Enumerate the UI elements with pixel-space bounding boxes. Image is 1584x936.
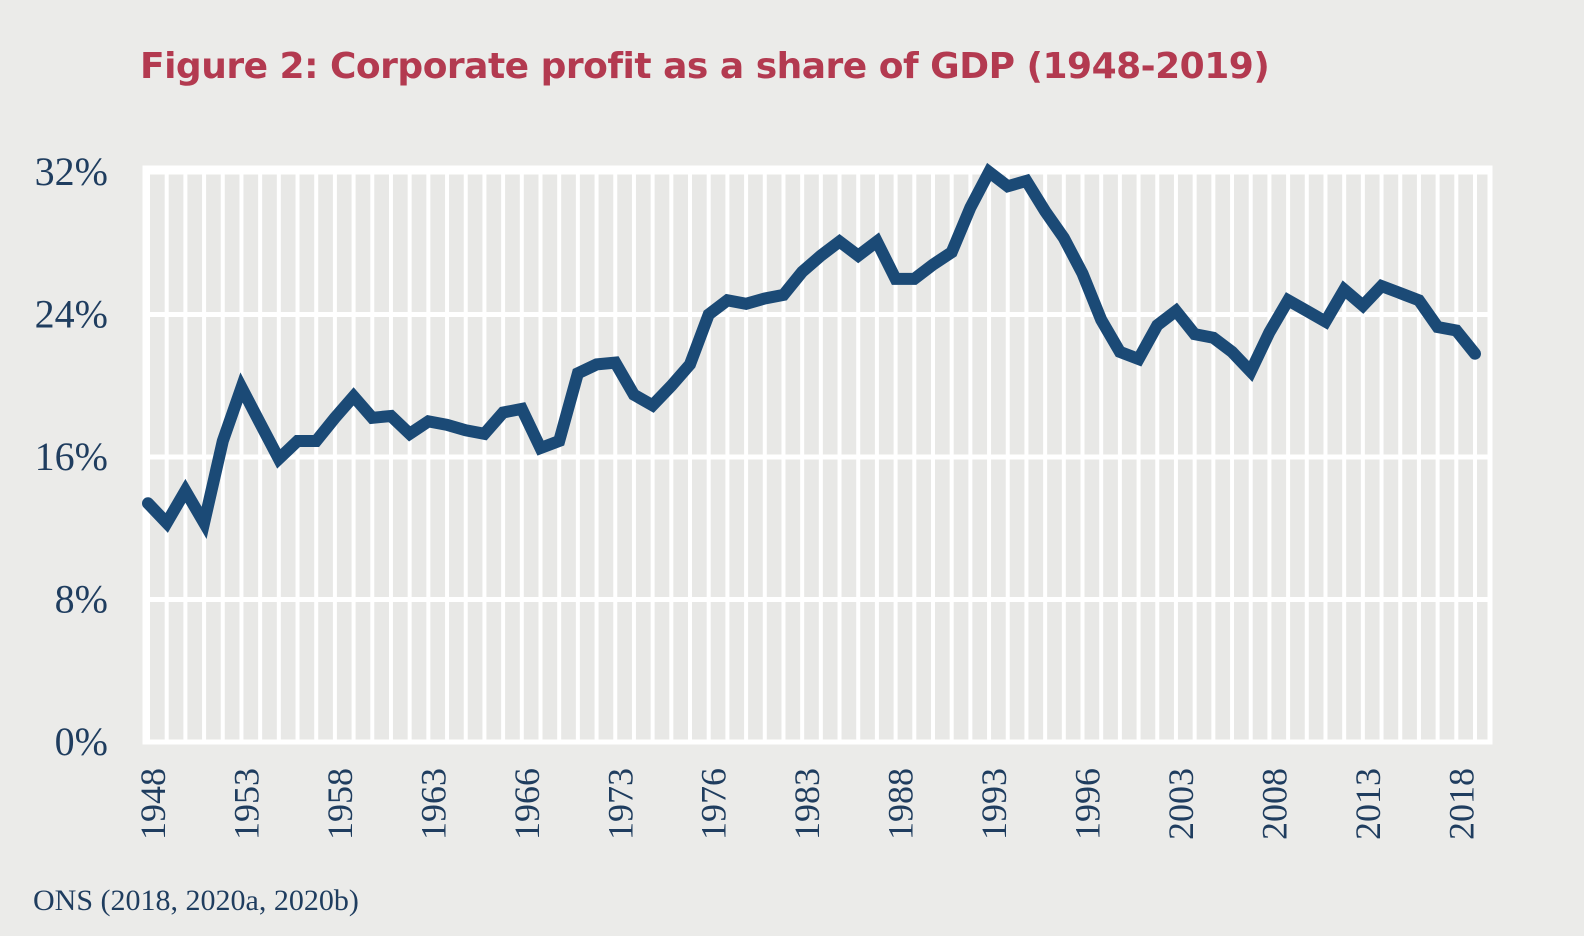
x-tick-label: 1973 bbox=[600, 768, 640, 840]
source-note: ONS (2018, 2020a, 2020b) bbox=[33, 884, 359, 917]
x-tick-label: 1976 bbox=[694, 768, 734, 840]
y-tick-label: 0% bbox=[55, 719, 108, 764]
chart-title: Figure 2: Corporate profit as a share of… bbox=[140, 46, 1270, 87]
x-tick-label: 1983 bbox=[787, 768, 827, 840]
gridlines bbox=[145, 168, 1490, 745]
x-tick-label: 1958 bbox=[320, 768, 360, 840]
data-line bbox=[142, 162, 1481, 540]
x-axis: 1948 1953 1958 1963 1966 1973 1976 1983 1988 1993… bbox=[133, 768, 1481, 840]
y-axis: 0% 8% 16% 24% 32% bbox=[35, 149, 108, 764]
y-tick-label: 24% bbox=[35, 292, 108, 337]
y-tick-label: 32% bbox=[35, 149, 108, 194]
x-tick-label: 1963 bbox=[413, 768, 453, 840]
x-tick-label: 1988 bbox=[881, 768, 921, 840]
x-tick-label: 1948 bbox=[133, 768, 173, 840]
x-tick-label: 1953 bbox=[226, 768, 266, 840]
y-tick-label: 16% bbox=[35, 434, 108, 479]
y-tick-label: 8% bbox=[55, 577, 108, 622]
x-tick-label: 2003 bbox=[1161, 768, 1201, 840]
x-tick-label: 1996 bbox=[1068, 768, 1108, 840]
x-tick-label: 1966 bbox=[507, 768, 547, 840]
series-line bbox=[142, 162, 1481, 540]
x-tick-label: 2018 bbox=[1441, 768, 1481, 840]
x-tick-label: 1993 bbox=[974, 768, 1014, 840]
x-tick-label: 2008 bbox=[1254, 768, 1294, 840]
x-tick-label: 2013 bbox=[1348, 768, 1388, 840]
